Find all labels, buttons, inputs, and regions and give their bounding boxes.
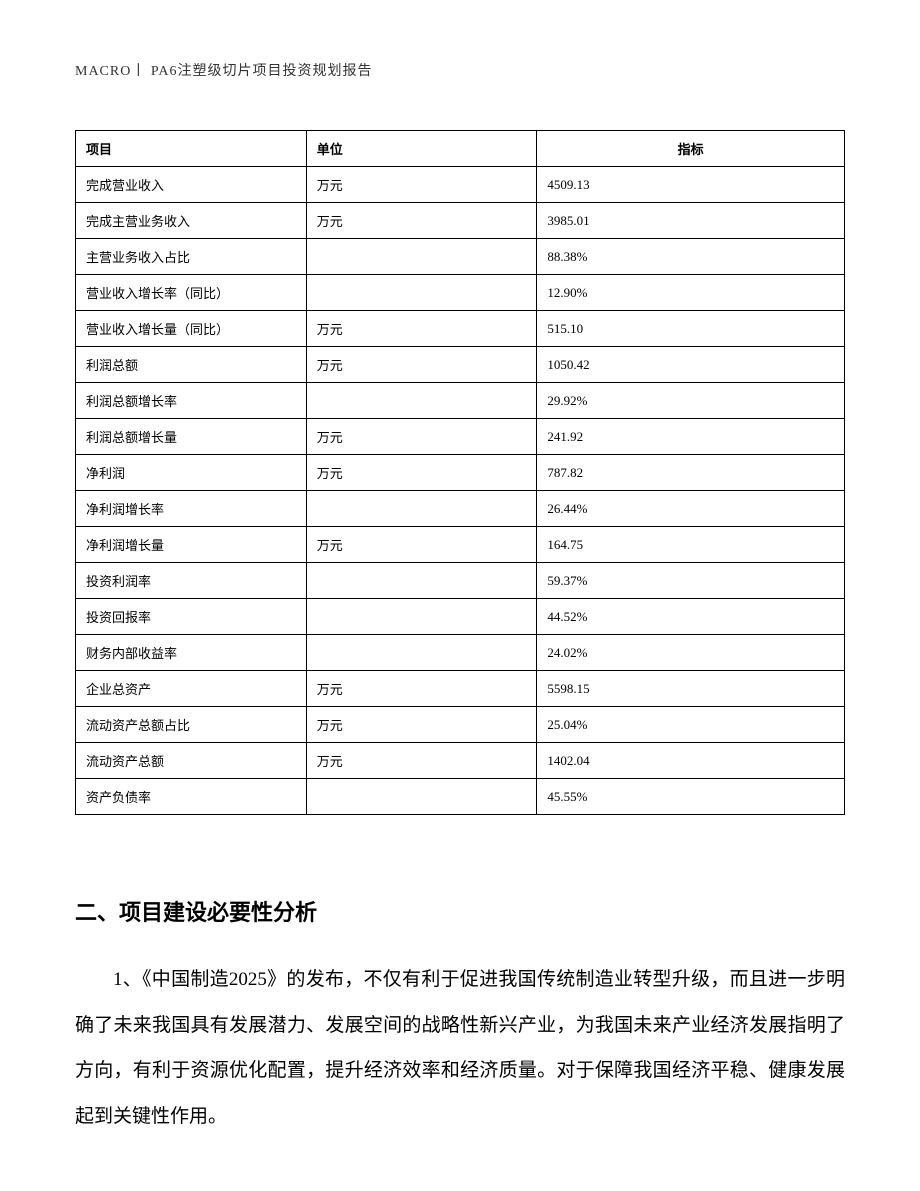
table-row: 利润总额增长量 万元 241.92 [76, 419, 845, 455]
cell-value: 3985.01 [537, 203, 845, 239]
cell-item: 利润总额增长率 [76, 383, 307, 419]
financial-data-table: 项目 单位 指标 完成营业收入 万元 4509.13 完成主营业务收入 万元 3… [75, 130, 845, 815]
cell-value: 4509.13 [537, 167, 845, 203]
table-row: 营业收入增长量（同比） 万元 515.10 [76, 311, 845, 347]
cell-item: 营业收入增长率（同比） [76, 275, 307, 311]
cell-unit: 万元 [306, 743, 537, 779]
table-row: 财务内部收益率 24.02% [76, 635, 845, 671]
table-row: 利润总额 万元 1050.42 [76, 347, 845, 383]
table-row: 完成营业收入 万元 4509.13 [76, 167, 845, 203]
cell-unit [306, 275, 537, 311]
cell-item: 投资回报率 [76, 599, 307, 635]
cell-item: 利润总额增长量 [76, 419, 307, 455]
column-header-unit: 单位 [306, 131, 537, 167]
table-row: 流动资产总额占比 万元 25.04% [76, 707, 845, 743]
cell-value: 787.82 [537, 455, 845, 491]
column-header-item: 项目 [76, 131, 307, 167]
table-row: 投资利润率 59.37% [76, 563, 845, 599]
cell-unit [306, 779, 537, 815]
cell-unit [306, 563, 537, 599]
table-row: 完成主营业务收入 万元 3985.01 [76, 203, 845, 239]
column-header-value: 指标 [537, 131, 845, 167]
cell-item: 完成主营业务收入 [76, 203, 307, 239]
cell-item: 营业收入增长量（同比） [76, 311, 307, 347]
cell-unit: 万元 [306, 167, 537, 203]
table-row: 流动资产总额 万元 1402.04 [76, 743, 845, 779]
cell-item: 净利润 [76, 455, 307, 491]
table-row: 利润总额增长率 29.92% [76, 383, 845, 419]
cell-item: 投资利润率 [76, 563, 307, 599]
cell-value: 5598.15 [537, 671, 845, 707]
cell-item: 流动资产总额 [76, 743, 307, 779]
cell-unit [306, 239, 537, 275]
table-row: 投资回报率 44.52% [76, 599, 845, 635]
cell-value: 44.52% [537, 599, 845, 635]
cell-item: 财务内部收益率 [76, 635, 307, 671]
cell-unit: 万元 [306, 347, 537, 383]
cell-unit: 万元 [306, 527, 537, 563]
body-paragraph: 1、《中国制造2025》的发布，不仅有利于促进我国传统制造业转型升级，而且进一步… [75, 957, 845, 1139]
cell-value: 25.04% [537, 707, 845, 743]
cell-unit: 万元 [306, 203, 537, 239]
cell-item: 流动资产总额占比 [76, 707, 307, 743]
cell-value: 29.92% [537, 383, 845, 419]
cell-unit [306, 599, 537, 635]
cell-value: 1402.04 [537, 743, 845, 779]
cell-value: 515.10 [537, 311, 845, 347]
cell-unit [306, 383, 537, 419]
cell-item: 利润总额 [76, 347, 307, 383]
table-row: 主营业务收入占比 88.38% [76, 239, 845, 275]
cell-item: 主营业务收入占比 [76, 239, 307, 275]
cell-value: 164.75 [537, 527, 845, 563]
cell-unit: 万元 [306, 455, 537, 491]
table-header-row: 项目 单位 指标 [76, 131, 845, 167]
cell-value: 241.92 [537, 419, 845, 455]
cell-value: 24.02% [537, 635, 845, 671]
cell-unit [306, 635, 537, 671]
cell-unit: 万元 [306, 671, 537, 707]
cell-value: 26.44% [537, 491, 845, 527]
table-row: 净利润 万元 787.82 [76, 455, 845, 491]
cell-unit: 万元 [306, 707, 537, 743]
cell-item: 资产负债率 [76, 779, 307, 815]
cell-item: 净利润增长量 [76, 527, 307, 563]
cell-unit [306, 491, 537, 527]
table-row: 净利润增长量 万元 164.75 [76, 527, 845, 563]
cell-value: 59.37% [537, 563, 845, 599]
cell-value: 88.38% [537, 239, 845, 275]
document-header: MACRO丨 PA6注塑级切片项目投资规划报告 [75, 60, 845, 80]
header-text: MACRO丨 PA6注塑级切片项目投资规划报告 [75, 64, 372, 79]
cell-value: 45.55% [537, 779, 845, 815]
table-row: 企业总资产 万元 5598.15 [76, 671, 845, 707]
table-row: 净利润增长率 26.44% [76, 491, 845, 527]
section-heading: 二、项目建设必要性分析 [75, 895, 845, 927]
cell-item: 完成营业收入 [76, 167, 307, 203]
cell-unit: 万元 [306, 419, 537, 455]
cell-item: 净利润增长率 [76, 491, 307, 527]
table-row: 营业收入增长率（同比） 12.90% [76, 275, 845, 311]
table-row: 资产负债率 45.55% [76, 779, 845, 815]
cell-value: 12.90% [537, 275, 845, 311]
table-body: 完成营业收入 万元 4509.13 完成主营业务收入 万元 3985.01 主营… [76, 167, 845, 815]
cell-value: 1050.42 [537, 347, 845, 383]
cell-unit: 万元 [306, 311, 537, 347]
cell-item: 企业总资产 [76, 671, 307, 707]
